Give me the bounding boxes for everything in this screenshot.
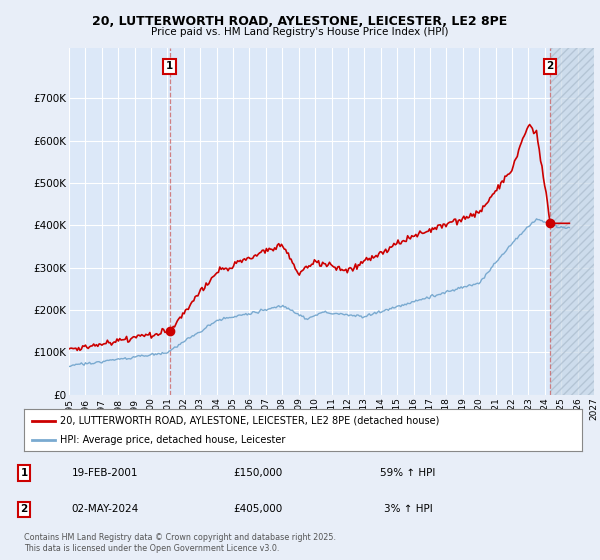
Text: Contains HM Land Registry data © Crown copyright and database right 2025.
This d: Contains HM Land Registry data © Crown c… [24,533,336,553]
Text: 2: 2 [20,505,28,514]
Text: 1: 1 [20,468,28,478]
Text: £405,000: £405,000 [233,505,283,514]
Text: HPI: Average price, detached house, Leicester: HPI: Average price, detached house, Leic… [60,435,286,445]
Text: 3% ↑ HPI: 3% ↑ HPI [383,505,433,514]
Text: 20, LUTTERWORTH ROAD, AYLESTONE, LEICESTER, LE2 8PE (detached house): 20, LUTTERWORTH ROAD, AYLESTONE, LEICEST… [60,416,440,426]
Text: £150,000: £150,000 [233,468,283,478]
Text: 19-FEB-2001: 19-FEB-2001 [72,468,138,478]
Text: 59% ↑ HPI: 59% ↑ HPI [380,468,436,478]
Text: 02-MAY-2024: 02-MAY-2024 [71,505,139,514]
Text: Price paid vs. HM Land Registry's House Price Index (HPI): Price paid vs. HM Land Registry's House … [151,27,449,37]
Text: 1: 1 [166,62,173,72]
Bar [550,48,594,395]
Text: 2: 2 [547,62,554,72]
Text: 20, LUTTERWORTH ROAD, AYLESTONE, LEICESTER, LE2 8PE: 20, LUTTERWORTH ROAD, AYLESTONE, LEICEST… [92,15,508,27]
